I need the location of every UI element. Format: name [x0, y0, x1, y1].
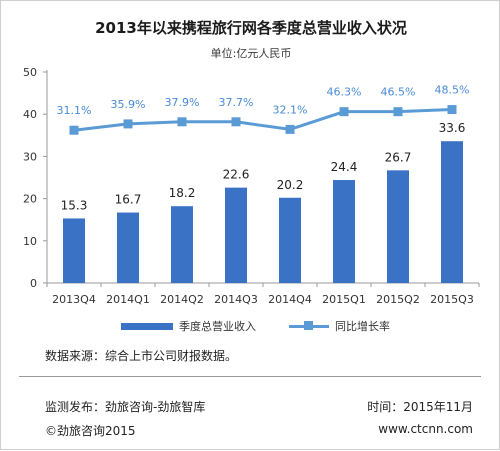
- x-tick-label: 2015Q1: [322, 293, 366, 306]
- y-tick-label: 30: [23, 150, 37, 163]
- bar: [63, 218, 85, 283]
- growth-value-label: 37.7%: [219, 96, 254, 109]
- x-tick-label: 2015Q2: [376, 293, 420, 306]
- legend-item-growth: 同比增长率: [289, 318, 390, 334]
- bar: [279, 197, 301, 283]
- growth-value-label: 46.3%: [327, 86, 362, 99]
- x-tick-label: 2014Q4: [268, 293, 312, 306]
- growth-marker: [231, 117, 241, 127]
- growth-value-label: 32.1%: [273, 103, 308, 116]
- y-tick-label: 50: [23, 66, 37, 79]
- chart-subtitle: 单位:亿元人民币: [210, 47, 292, 60]
- bar-value-label: 33.6: [439, 121, 466, 135]
- legend-label-growth: 同比增长率: [335, 320, 390, 333]
- growth-value-label: 46.5%: [381, 86, 416, 99]
- bar-value-label: 15.3: [61, 198, 88, 212]
- growth-marker: [123, 119, 133, 129]
- y-tick-label: 40: [23, 108, 37, 121]
- bar-value-label: 24.4: [331, 160, 358, 174]
- growth-marker: [393, 107, 403, 117]
- growth-marker: [69, 125, 79, 135]
- chart-title: 2013年以来携程旅行网各季度总营业收入状况: [95, 19, 407, 37]
- growth-value-label: 35.9%: [111, 98, 146, 111]
- y-tick-label: 0: [30, 277, 37, 290]
- legend-swatch-line: [289, 320, 329, 330]
- publish-time: 时间：2015年11月: [367, 400, 473, 414]
- growth-value-label: 48.5%: [435, 84, 470, 97]
- legend-label-revenue: 季度总营业收入: [179, 320, 256, 333]
- bar-value-label: 18.2: [169, 186, 196, 200]
- bar-value-label: 22.6: [223, 168, 250, 182]
- growth-value-label: 31.1%: [57, 104, 92, 117]
- growth-marker: [285, 124, 295, 134]
- legend-swatch-bar: [121, 322, 173, 330]
- copyright-text: ©劲旅咨询2015: [45, 424, 136, 438]
- data-source-note: 数据来源：综合上市公司财报数据。: [45, 349, 238, 363]
- growth-line: [73, 108, 453, 132]
- bar: [441, 141, 463, 283]
- growth-marker: [177, 117, 187, 127]
- chart-legend: 季度总营业收入 同比增长率: [121, 318, 441, 334]
- growth-value-label: 37.9%: [165, 96, 200, 109]
- bar: [225, 187, 247, 283]
- bar: [171, 206, 193, 283]
- y-tick-label: 10: [23, 235, 37, 248]
- y-tick-label: 20: [23, 193, 37, 206]
- bar: [333, 180, 355, 283]
- bar-value-label: 20.2: [277, 178, 304, 192]
- bar-value-label: 26.7: [385, 150, 412, 164]
- bar: [387, 170, 409, 283]
- x-tick-label: 2014Q3: [214, 293, 258, 306]
- bar: [117, 212, 139, 283]
- x-tick-label: 2013Q4: [52, 293, 96, 306]
- x-tick-label: 2014Q1: [106, 293, 150, 306]
- x-tick-label: 2014Q2: [160, 293, 204, 306]
- growth-marker: [447, 105, 457, 115]
- bar-value-label: 16.7: [115, 193, 142, 207]
- website-text: www.ctcnn.com: [378, 422, 473, 436]
- footer-divider: [19, 376, 481, 377]
- growth-marker: [339, 107, 349, 117]
- legend-item-revenue: 季度总营业收入: [121, 318, 256, 334]
- x-tick-label: 2015Q3: [430, 293, 474, 306]
- publisher-text: 监测发布：劲旅咨询-劲旅智库: [45, 400, 206, 414]
